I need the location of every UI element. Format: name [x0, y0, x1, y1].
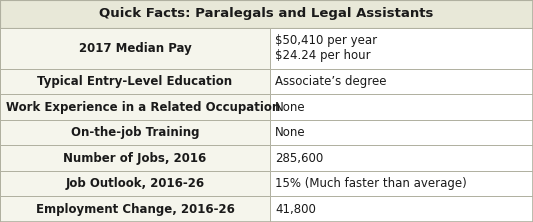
Bar: [0, 69, 270, 94]
Text: On-the-job Training: On-the-job Training: [71, 126, 199, 139]
Text: 285,600: 285,600: [275, 152, 323, 165]
Text: 15% (Much faster than average): 15% (Much faster than average): [275, 177, 467, 190]
Text: None: None: [275, 126, 305, 139]
Text: Associate’s degree: Associate’s degree: [275, 75, 386, 88]
Text: Work Experience in a Related Occupation: Work Experience in a Related Occupation: [6, 101, 280, 114]
Bar: [0, 196, 270, 222]
Bar: [270, 69, 533, 94]
Bar: [0, 171, 270, 196]
Text: 41,800: 41,800: [275, 203, 316, 216]
Bar: [270, 196, 533, 222]
Text: Employment Change, 2016-26: Employment Change, 2016-26: [36, 203, 235, 216]
Text: Quick Facts: Paralegals and Legal Assistants: Quick Facts: Paralegals and Legal Assist…: [99, 7, 434, 20]
Text: Typical Entry-Level Education: Typical Entry-Level Education: [37, 75, 232, 88]
Bar: [0, 120, 270, 145]
Bar: [270, 120, 533, 145]
Bar: [0, 0, 533, 28]
Text: $50,410 per year
$24.24 per hour: $50,410 per year $24.24 per hour: [275, 34, 377, 62]
Bar: [270, 145, 533, 171]
Text: Job Outlook, 2016-26: Job Outlook, 2016-26: [66, 177, 205, 190]
Bar: [270, 94, 533, 120]
Bar: [0, 94, 270, 120]
Text: None: None: [275, 101, 305, 114]
Bar: [0, 28, 270, 69]
Bar: [270, 28, 533, 69]
Bar: [270, 171, 533, 196]
Text: 2017 Median Pay: 2017 Median Pay: [79, 42, 191, 55]
Bar: [0, 145, 270, 171]
Text: Number of Jobs, 2016: Number of Jobs, 2016: [63, 152, 207, 165]
